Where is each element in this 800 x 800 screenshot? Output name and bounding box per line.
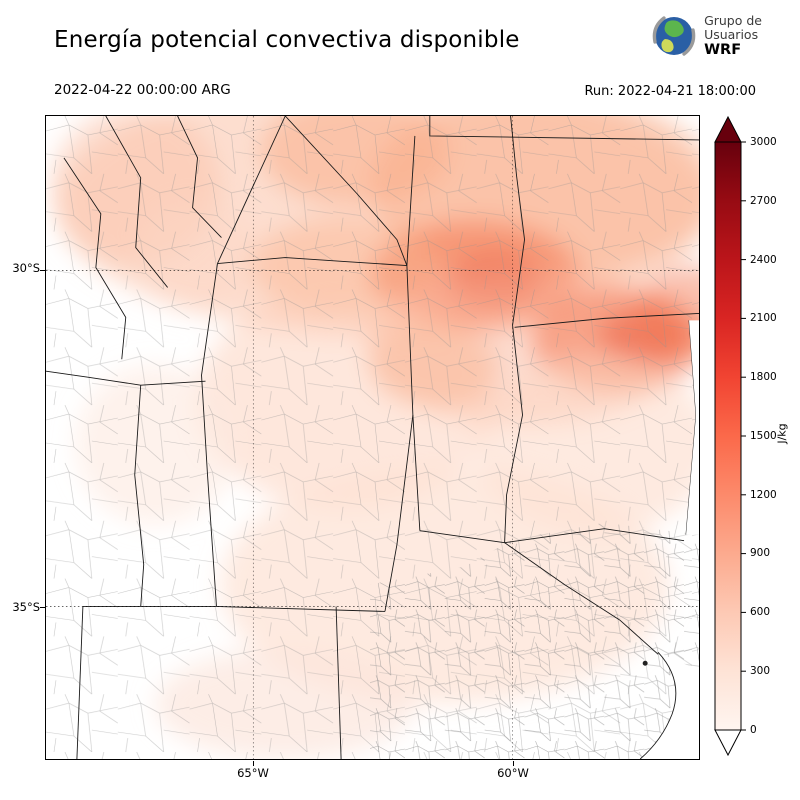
run-time-label: Run: 2022-04-21 18:00:00 [584, 84, 756, 99]
colorbar-tick: 900 [750, 547, 771, 559]
page-title: Energía potencial convectiva disponible [54, 27, 520, 53]
lat-tick-30s [40, 270, 45, 271]
lat-label-30s: 30°S [12, 261, 40, 275]
wrf-logo: Grupo de Usuarios WRF [651, 13, 762, 59]
map-svg [46, 116, 699, 759]
globe-icon [652, 16, 696, 56]
valid-time-label: 2022-04-22 00:00:00 ARG [54, 82, 231, 98]
colorbar-tick: 0 [750, 724, 757, 736]
colorbar-tick: 1500 [750, 430, 777, 442]
department-boundaries-dense [370, 522, 699, 759]
lon-tick-65w [253, 761, 254, 766]
colorbar-svg [714, 115, 746, 757]
lon-tick-60w [513, 761, 514, 766]
gridlines [46, 116, 699, 759]
lon-label-60w: 60°W [497, 766, 529, 780]
colorbar-unit-label: J/kg [775, 423, 789, 444]
logo-line-3: WRF [704, 41, 742, 58]
logo-text: Grupo de Usuarios WRF [704, 12, 762, 58]
colorbar: 3000 2700 2400 2100 1800 1500 1200 900 6… [712, 115, 798, 765]
colorbar-gradient [714, 141, 742, 731]
logo-line-1: Grupo de [704, 12, 762, 28]
city-marker [642, 660, 648, 666]
colorbar-over-arrow [714, 115, 742, 143]
logo-line-2: Usuarios [704, 26, 759, 42]
lon-label-65w: 65°W [237, 766, 269, 780]
lat-tick-35s [40, 607, 45, 608]
colorbar-tickmarks [741, 141, 746, 731]
map-canvas [45, 115, 700, 760]
rio-de-la-plata-water [640, 652, 699, 759]
colorbar-tick: 300 [750, 665, 771, 677]
province-borders [46, 116, 699, 759]
coastline [639, 652, 677, 759]
lat-label-35s: 35°S [12, 600, 40, 614]
uruguay-river-mask [686, 320, 699, 535]
colorbar-tick: 600 [750, 606, 771, 618]
colorbar-tick: 2100 [750, 312, 777, 324]
colorbar-under-arrow [714, 729, 742, 757]
colorbar-tick: 1800 [750, 371, 777, 383]
colorbar-tick: 2400 [750, 254, 777, 266]
colorbar-tick: 3000 [750, 136, 777, 148]
colorbar-tick: 2700 [750, 195, 777, 207]
colorbar-tick: 1200 [750, 489, 777, 501]
